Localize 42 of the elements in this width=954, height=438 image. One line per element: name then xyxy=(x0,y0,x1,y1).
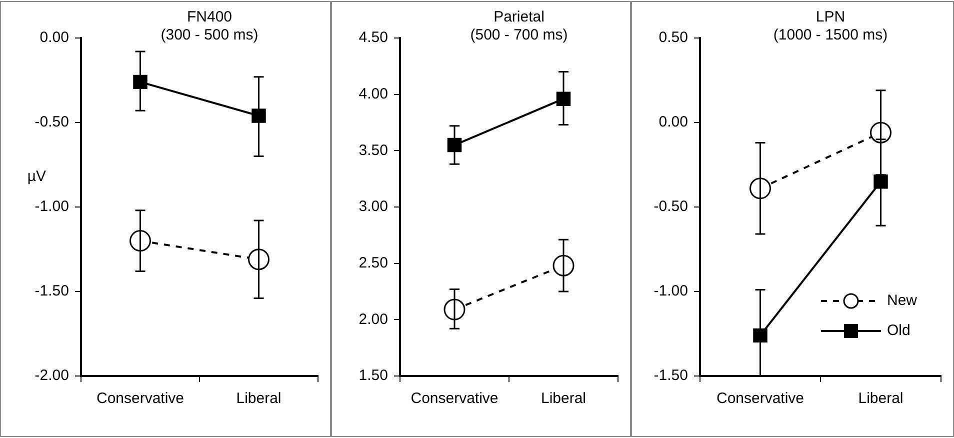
point xyxy=(552,254,574,276)
point xyxy=(874,174,888,189)
y-tick-label: -1.50 xyxy=(654,367,688,384)
x-tick-label: Conservative xyxy=(716,390,804,408)
y-tick-label: 4.00 xyxy=(358,85,388,102)
chart-title: LPN xyxy=(816,8,846,26)
y-tick-label: 3.00 xyxy=(358,198,388,216)
x-tick-label: Liberal xyxy=(540,390,586,408)
chart-subtitle: (300 - 500 ms) xyxy=(160,26,258,44)
y-tick-label: -1.50 xyxy=(34,282,69,300)
x-tick-label: Liberal xyxy=(858,390,904,408)
y-tick-label: 0.00 xyxy=(658,114,688,131)
y-tick-label: 4.50 xyxy=(358,29,388,46)
chart-subtitle: (1000 - 1500 ms) xyxy=(773,26,888,44)
chart-title: FN400 xyxy=(186,8,232,26)
y-tick-label: 0.00 xyxy=(40,29,69,46)
chart-title: Parietal xyxy=(494,8,544,26)
point xyxy=(133,74,148,90)
point xyxy=(252,108,266,123)
y-tick-label: -1.00 xyxy=(34,198,69,216)
y-tick-label: 2.00 xyxy=(358,310,388,328)
point xyxy=(753,328,768,343)
x-tick-label: Conservative xyxy=(410,390,498,408)
y-tick-label: 2.50 xyxy=(358,254,388,272)
point xyxy=(130,230,151,252)
y-tick-label: 3.50 xyxy=(358,142,388,159)
point xyxy=(556,92,571,106)
legend-label: Old xyxy=(887,322,910,340)
x-tick-label: Conservative xyxy=(96,390,184,408)
y-tick-label: 0.50 xyxy=(658,29,688,46)
y-tick-label: 1.50 xyxy=(358,367,388,384)
y-tick-label: -2.00 xyxy=(34,367,69,384)
legend-label: New xyxy=(887,292,918,310)
y-tick-label: -0.50 xyxy=(34,114,69,131)
point xyxy=(248,248,270,270)
point xyxy=(444,298,466,320)
chart-subtitle: (500 - 700 ms) xyxy=(470,26,568,44)
y-axis-title: µV xyxy=(27,168,46,186)
y-tick-label: -0.50 xyxy=(654,198,688,216)
point xyxy=(750,178,771,200)
x-tick-label: Liberal xyxy=(236,390,282,408)
y-tick-label: -1.00 xyxy=(654,282,688,300)
